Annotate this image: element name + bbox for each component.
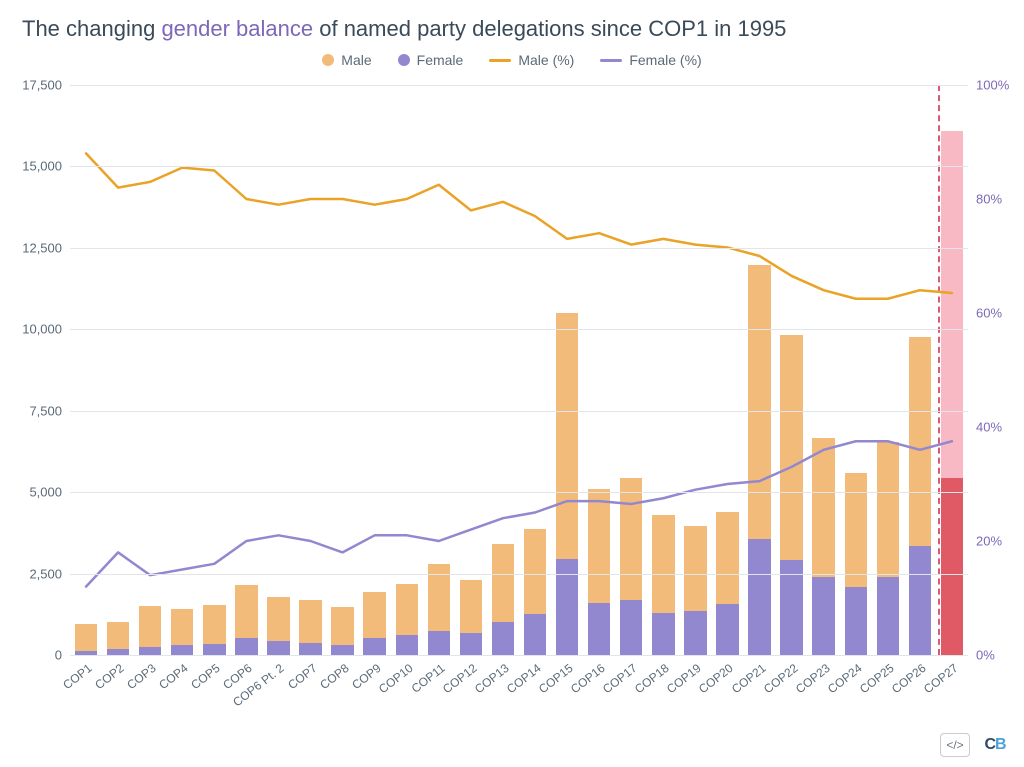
gridline <box>70 574 968 575</box>
x-axis-label: COP15 <box>536 661 576 696</box>
x-axis-label: COP11 <box>408 661 447 696</box>
legend-male-swatch <box>322 54 334 66</box>
x-axis-label: COP12 <box>440 661 480 696</box>
y-left-label: 12,500 <box>22 240 70 255</box>
y-right-label: 60% <box>968 306 1002 321</box>
title-prefix: The changing <box>22 16 161 41</box>
gridline <box>70 329 968 330</box>
gridline <box>70 166 968 167</box>
gridline <box>70 411 968 412</box>
y-left-label: 7,500 <box>29 403 70 418</box>
x-axis-label: COP16 <box>568 661 608 696</box>
legend-femalepct-label: Female (%) <box>629 52 701 68</box>
brand-logo-icon[interactable]: CB <box>980 733 1010 757</box>
legend-malepct-swatch <box>489 59 511 62</box>
legend-female: Female <box>398 52 464 68</box>
gridline <box>70 492 968 493</box>
x-axis-label: COP10 <box>376 661 416 696</box>
chart-title: The changing gender balance of named par… <box>22 16 786 42</box>
x-axis-label: COP25 <box>857 661 897 696</box>
legend-male-label: Male <box>341 52 371 68</box>
y-left-label: 5,000 <box>29 485 70 500</box>
gridline <box>70 655 968 656</box>
x-axis-label: COP8 <box>317 661 351 692</box>
x-axis-label: COP17 <box>600 661 640 696</box>
title-suffix: of named party delegations since COP1 in… <box>313 16 786 41</box>
x-axis-label: COP20 <box>696 661 736 696</box>
legend-female-pct: Female (%) <box>600 52 701 68</box>
x-axis-label: COP3 <box>124 661 158 692</box>
x-axis-label: COP24 <box>825 661 865 696</box>
x-axis-label: COP22 <box>761 661 801 696</box>
plot-area: COP1COP2COP3COP4COP5COP6COP6 Pt. 2COP7CO… <box>70 85 968 655</box>
chart-container: The changing gender balance of named par… <box>0 0 1024 767</box>
legend-male: Male <box>322 52 371 68</box>
x-axis-label: COP23 <box>793 661 833 696</box>
y-right-label: 100% <box>968 78 1009 93</box>
gridline <box>70 85 968 86</box>
legend-female-label: Female <box>417 52 464 68</box>
brand-c: C <box>984 736 995 754</box>
y-right-label: 80% <box>968 192 1002 207</box>
x-axis-label: COP4 <box>156 661 190 692</box>
legend-female-swatch <box>398 54 410 66</box>
x-axis-label: COP5 <box>189 661 223 692</box>
y-right-label: 0% <box>968 648 995 663</box>
x-axis-label: COP21 <box>729 661 769 696</box>
y-left-label: 15,000 <box>22 159 70 174</box>
gridline <box>70 248 968 249</box>
y-left-label: 10,000 <box>22 322 70 337</box>
legend: Male Female Male (%) Female (%) <box>0 52 1024 68</box>
x-axis-label: COP18 <box>632 661 672 696</box>
y-left-label: 0 <box>55 648 70 663</box>
legend-male-pct: Male (%) <box>489 52 574 68</box>
legend-malepct-label: Male (%) <box>518 52 574 68</box>
embed-icon[interactable]: </> <box>940 733 970 757</box>
x-axis-label: COP7 <box>285 661 319 692</box>
x-axis-label: COP26 <box>889 661 929 696</box>
legend-femalepct-swatch <box>600 59 622 62</box>
x-axis-label: COP27 <box>921 661 961 696</box>
footer-icons: </> CB <box>940 733 1010 757</box>
embed-icon-label: </> <box>946 738 963 752</box>
y-right-label: 40% <box>968 420 1002 435</box>
x-axis-label: COP2 <box>92 661 126 692</box>
x-axis-label: COP14 <box>504 661 544 696</box>
brand-b: B <box>995 736 1006 754</box>
y-left-label: 2,500 <box>29 566 70 581</box>
x-axis-label: COP13 <box>472 661 512 696</box>
x-axis-label: COP1 <box>60 661 94 692</box>
xlabels-layer: COP1COP2COP3COP4COP5COP6COP6 Pt. 2COP7CO… <box>70 85 968 655</box>
y-right-label: 20% <box>968 534 1002 549</box>
x-axis-label: COP19 <box>664 661 704 696</box>
y-left-label: 17,500 <box>22 78 70 93</box>
title-accent: gender balance <box>161 16 313 41</box>
